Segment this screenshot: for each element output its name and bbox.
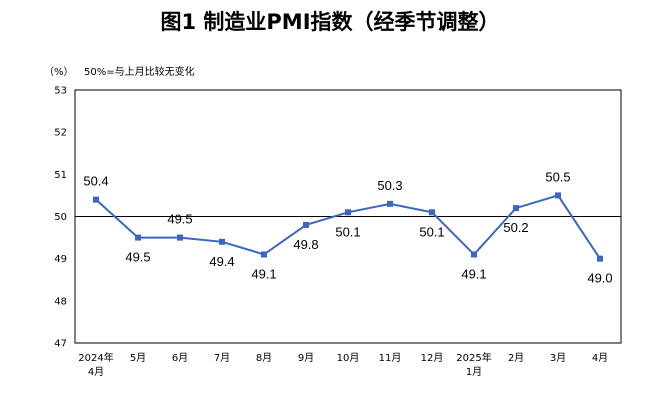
data-labels: 50.4 49.5 49.5 49.4 49.1 49.8 50.1 50.3 50.1 49.1…	[83, 169, 612, 285]
x-tick-label: 3月	[550, 352, 566, 364]
x-tick-label: 5月	[130, 352, 146, 364]
data-point	[513, 205, 519, 212]
data-point	[429, 209, 435, 216]
data-label: 50.5	[545, 169, 570, 184]
data-label: 49.0	[587, 271, 612, 286]
data-point	[555, 192, 561, 199]
x-tick-label: 8月	[256, 352, 272, 364]
data-point	[597, 255, 603, 262]
x-tick-label: 2月	[508, 352, 524, 364]
data-label: 49.4	[209, 254, 234, 269]
x-tick-label: 4月	[88, 366, 104, 378]
unit-label: （%）	[44, 67, 74, 78]
data-label: 50.1	[335, 224, 360, 239]
x-axis-ticks: 2024年 4月 5月 6月 7月 8月 9月 10月 11月 12月 2025年 1月 2月 3月 4月	[78, 351, 608, 378]
x-tick-label: 2024年	[78, 351, 113, 364]
data-point	[261, 251, 267, 258]
y-tick-label: 52	[54, 128, 67, 139]
y-tick-label: 53	[54, 86, 67, 97]
data-point	[303, 221, 309, 228]
data-label: 49.8	[293, 237, 318, 252]
x-tick-label: 2025年	[456, 351, 491, 364]
x-tick-label: 4月	[592, 352, 608, 364]
y-tick-label: 49	[54, 254, 67, 265]
data-point	[219, 238, 225, 245]
x-tick-label: 6月	[172, 352, 188, 364]
x-tick-label: 9月	[298, 352, 314, 364]
data-label: 49.5	[167, 212, 192, 227]
data-label: 50.2	[503, 220, 528, 235]
data-point	[93, 196, 99, 203]
x-tick-label: 11月	[379, 352, 402, 364]
data-label: 49.1	[461, 266, 486, 281]
data-label: 49.1	[251, 266, 276, 281]
data-point	[177, 234, 183, 241]
data-point	[135, 234, 141, 241]
chart-title: 图1 制造业PMI指数（经季节调整）	[160, 10, 500, 34]
data-point	[345, 209, 351, 216]
data-label: 50.1	[419, 224, 444, 239]
data-point	[471, 251, 477, 258]
y-tick-label: 50	[54, 212, 67, 223]
data-label: 50.4	[83, 174, 108, 189]
y-tick-label: 51	[54, 170, 67, 181]
data-points	[93, 192, 603, 262]
data-label: 50.3	[377, 178, 402, 193]
x-tick-label: 1月	[466, 366, 482, 378]
y-axis-ticks: 53 52 51 50 49 48 47	[54, 86, 67, 350]
data-label: 49.5	[125, 250, 150, 265]
note-label: 50%=与上月比较无变化	[84, 67, 195, 78]
x-tick-label: 10月	[337, 352, 360, 364]
y-tick-label: 48	[54, 296, 67, 307]
y-tick-label: 47	[54, 339, 67, 350]
data-point	[387, 200, 393, 207]
x-tick-label: 7月	[214, 352, 230, 364]
x-tick-label: 12月	[421, 352, 444, 364]
